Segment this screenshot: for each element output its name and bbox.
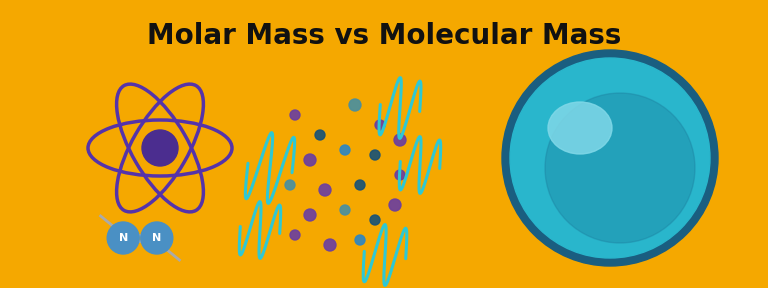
Circle shape	[502, 50, 718, 266]
Circle shape	[394, 134, 406, 146]
Circle shape	[355, 235, 365, 245]
Circle shape	[370, 150, 380, 160]
Circle shape	[355, 180, 365, 190]
Circle shape	[304, 154, 316, 166]
Circle shape	[510, 58, 710, 258]
Circle shape	[290, 110, 300, 120]
Circle shape	[319, 184, 331, 196]
Circle shape	[375, 120, 385, 130]
Circle shape	[389, 199, 401, 211]
Circle shape	[370, 215, 380, 225]
Text: N: N	[152, 233, 161, 243]
Circle shape	[142, 130, 178, 166]
Circle shape	[340, 205, 350, 215]
Circle shape	[290, 230, 300, 240]
Circle shape	[349, 99, 361, 111]
Circle shape	[285, 180, 295, 190]
Circle shape	[141, 222, 173, 254]
Text: Molar Mass vs Molecular Mass: Molar Mass vs Molecular Mass	[147, 22, 621, 50]
Text: N: N	[118, 233, 127, 243]
Circle shape	[315, 130, 325, 140]
Ellipse shape	[545, 93, 695, 243]
Circle shape	[324, 239, 336, 251]
Circle shape	[340, 145, 350, 155]
Circle shape	[395, 170, 405, 180]
Ellipse shape	[548, 102, 612, 154]
Circle shape	[304, 209, 316, 221]
Circle shape	[108, 222, 139, 254]
